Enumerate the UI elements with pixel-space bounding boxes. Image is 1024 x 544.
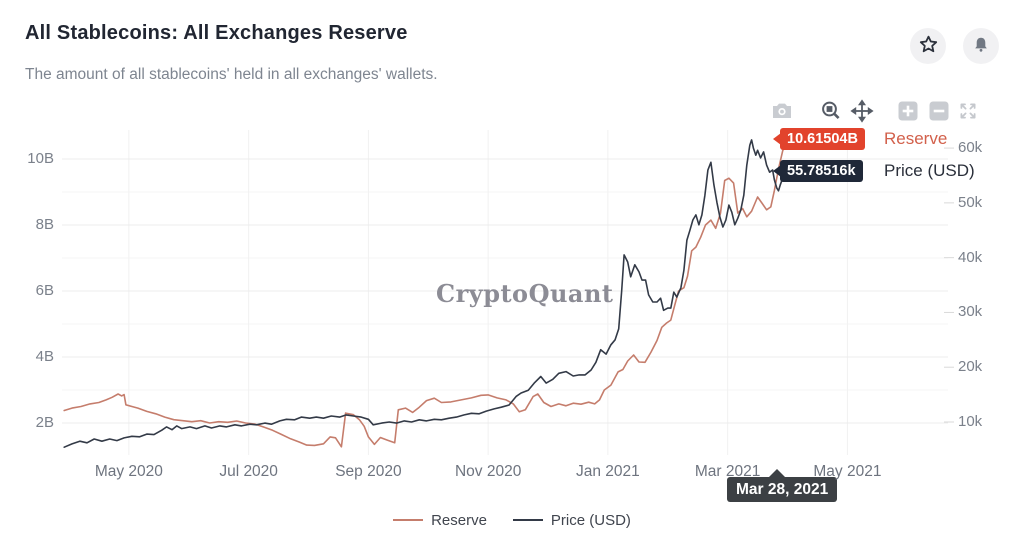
star-icon xyxy=(919,35,938,57)
legend-item-reserve[interactable]: Reserve xyxy=(393,511,487,529)
x-tick-label: May 2020 xyxy=(94,463,163,480)
expand-icon xyxy=(956,99,980,126)
legend-item-price[interactable]: Price (USD) xyxy=(512,511,631,529)
y-left-tick-label: 4B xyxy=(35,348,54,365)
bell-icon xyxy=(972,36,990,57)
x-tick-label: Mar 2021 xyxy=(694,463,761,480)
series-line-price-usd- xyxy=(63,139,789,449)
x-tick-label: Sep 2020 xyxy=(335,463,402,480)
y-right-tick-label: 40k xyxy=(958,248,983,266)
x-tick-label: Jan 2021 xyxy=(576,463,640,480)
reserve-series-label: Reserve xyxy=(884,128,948,148)
screenshot-button[interactable] xyxy=(770,100,794,124)
plus-icon xyxy=(897,100,919,125)
series-line-reserve xyxy=(63,137,789,448)
reserve-line-swatch xyxy=(393,519,424,521)
watermark: CryptoQuant xyxy=(436,279,614,308)
move-arrows-icon xyxy=(850,98,874,126)
y-right-tick-label: 50k xyxy=(958,193,983,211)
zoom-in-button[interactable] xyxy=(896,100,920,124)
notifications-button[interactable] xyxy=(963,28,999,64)
y-right-tick-label: 20k xyxy=(958,358,983,376)
y-left-tick-label: 10B xyxy=(27,150,54,168)
legend-label: Price (USD) xyxy=(550,511,631,529)
x-tick-label: Jul 2020 xyxy=(219,463,278,480)
price-series-label: Price (USD) xyxy=(884,161,975,181)
y-right-tick-label: 60k xyxy=(958,139,983,157)
date-tooltip: Mar 28, 2021 xyxy=(727,469,838,502)
box-zoom-icon xyxy=(819,99,843,126)
chart-legend: Reserve Price (USD) xyxy=(0,511,1024,529)
y-right-tick-label: 30k xyxy=(958,303,983,321)
page-title: All Stablecoins: All Exchanges Reserve xyxy=(25,22,408,44)
page-subtitle: The amount of all stablecoins' held in a… xyxy=(25,66,438,83)
y-left-tick-label: 6B xyxy=(35,282,54,299)
legend-label: Reserve xyxy=(431,511,487,529)
pan-button[interactable] xyxy=(850,98,874,126)
favorite-button[interactable] xyxy=(910,28,946,64)
price-line-swatch xyxy=(512,519,543,521)
x-tick-label: May 2021 xyxy=(813,463,882,480)
reset-scale-button[interactable] xyxy=(956,100,980,124)
zoom-out-button[interactable] xyxy=(927,100,951,124)
y-left-tick-label: 8B xyxy=(35,216,54,234)
x-tick-label: Nov 2020 xyxy=(454,463,522,480)
y-left-tick-label: 2B xyxy=(35,413,54,431)
box-zoom-button[interactable] xyxy=(819,100,843,124)
price-value-badge: 55.78516k xyxy=(780,160,863,183)
minus-icon xyxy=(928,100,950,125)
reserve-value-badge: 10.61504B xyxy=(780,127,865,150)
y-right-tick-label: 10k xyxy=(958,413,983,431)
camera-icon xyxy=(770,99,794,126)
